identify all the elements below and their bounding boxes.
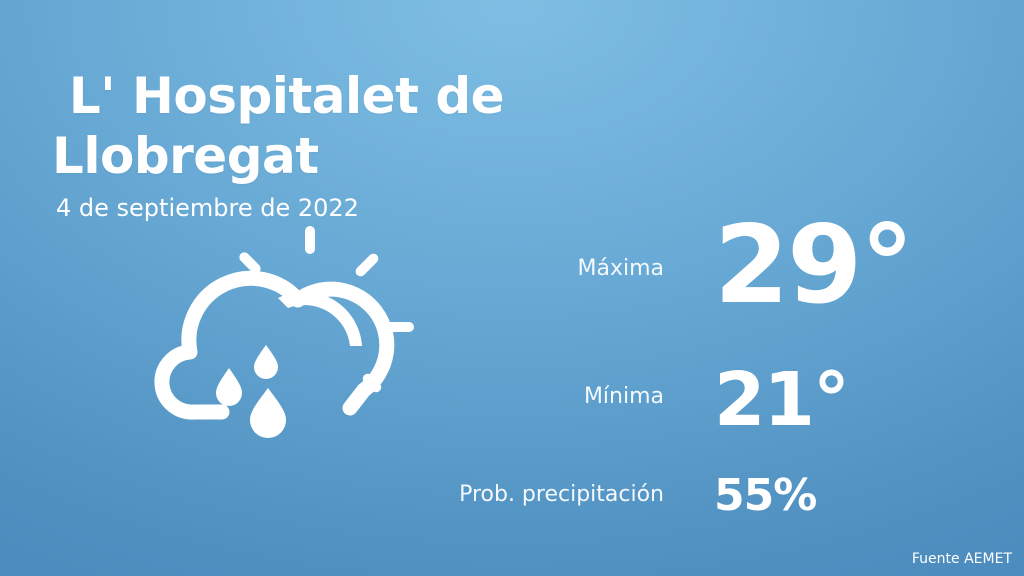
data-source: Fuente AEMET xyxy=(911,551,1012,567)
max-temp-value: 29° xyxy=(714,203,914,328)
precipitation-label: Prob. precipitación xyxy=(459,482,664,507)
city-title: L' Hospitalet de Llobregat xyxy=(52,67,522,185)
min-temp-label: Mínima xyxy=(583,384,664,409)
precipitation-value: 55% xyxy=(714,470,817,521)
min-temp-value: 21° xyxy=(714,357,850,443)
forecast-date: 4 de septiembre de 2022 xyxy=(56,194,359,222)
max-temp-label: Máxima xyxy=(577,256,664,281)
cloud-sun-rain-icon xyxy=(150,222,430,452)
